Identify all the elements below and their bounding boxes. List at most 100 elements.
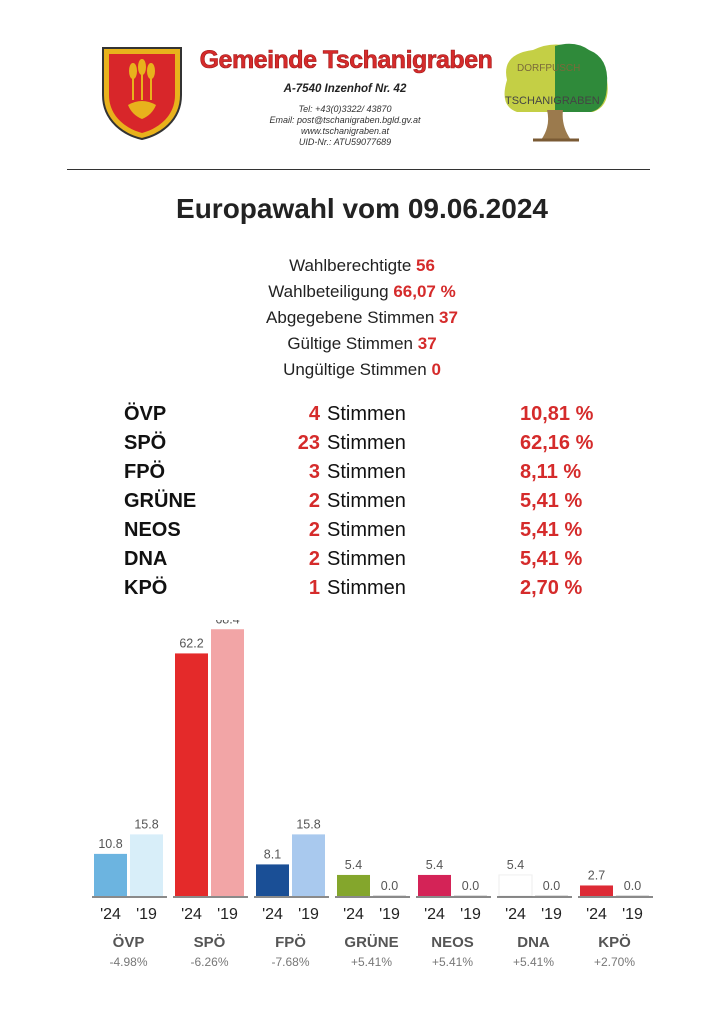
value-label-2024: 5.4 bbox=[426, 858, 443, 872]
year-label-2019: '19 bbox=[541, 906, 562, 923]
category-label: FPÖ bbox=[275, 934, 306, 951]
party-name: GRÜNE bbox=[124, 490, 197, 512]
year-label-2024: '24 bbox=[181, 906, 202, 923]
stat-value: 37 bbox=[417, 334, 437, 353]
year-label-2019: '19 bbox=[460, 906, 481, 923]
value-label-2024: 5.4 bbox=[345, 858, 362, 872]
party-name: FPÖ bbox=[124, 461, 166, 483]
party-name: ÖVP bbox=[124, 403, 167, 425]
vote-count: 1 bbox=[308, 577, 320, 599]
year-label-2024: '24 bbox=[505, 906, 526, 923]
vote-percent: 5,41 % bbox=[520, 519, 583, 541]
difference-label: -7.68% bbox=[271, 955, 309, 969]
year-label-2024: '24 bbox=[586, 906, 607, 923]
stat-label: Wahlberechtigte bbox=[289, 256, 412, 275]
party-name: KPÖ bbox=[124, 577, 168, 599]
stat-invalid: Ungültige Stimmen 0 bbox=[0, 360, 724, 380]
website: www.tschanigraben.at bbox=[300, 126, 390, 136]
year-label-2024: '24 bbox=[343, 906, 364, 923]
difference-label: +5.41% bbox=[432, 955, 473, 969]
category-label: SPÖ bbox=[194, 934, 226, 951]
vote-unit: Stimmen bbox=[327, 548, 406, 570]
difference-label: +5.41% bbox=[351, 955, 392, 969]
email: Email: post@tschanigraben.bgld.gv.at bbox=[269, 115, 421, 125]
year-label-2024: '24 bbox=[424, 906, 445, 923]
stat-value: 37 bbox=[439, 308, 458, 327]
bar-2024 bbox=[256, 864, 289, 896]
stat-value: 56 bbox=[416, 256, 435, 275]
vote-unit: Stimmen bbox=[327, 461, 406, 483]
value-label-2019: 0.0 bbox=[381, 879, 398, 893]
address: A-7540 Inzenhof Nr. 42 bbox=[283, 83, 407, 95]
value-label-2019: 0.0 bbox=[543, 879, 560, 893]
municipal-crest bbox=[102, 47, 182, 141]
year-label-2019: '19 bbox=[136, 906, 157, 923]
stat-label: Abgegebene Stimmen bbox=[266, 308, 435, 327]
value-label-2019: 15.8 bbox=[134, 817, 158, 831]
stat-value: 66,07 % bbox=[393, 282, 456, 301]
vote-count: 23 bbox=[297, 432, 320, 454]
vote-percent: 10,81 % bbox=[520, 403, 594, 425]
header-divider bbox=[67, 169, 650, 170]
stat-turnout: Wahlbeteiligung 66,07 % bbox=[0, 282, 724, 302]
value-label-2024: 2.7 bbox=[588, 868, 605, 882]
bar-2024 bbox=[580, 885, 613, 896]
phone: Tel: +43(0)3322/ 43870 bbox=[298, 104, 392, 114]
logo-text-top: DORFPUSCH bbox=[517, 63, 580, 74]
vote-count: 3 bbox=[308, 461, 320, 483]
stat-cast: Abgegebene Stimmen 37 bbox=[0, 308, 724, 328]
vote-count: 4 bbox=[308, 403, 320, 425]
stat-valid: Gültige Stimmen 37 bbox=[0, 334, 724, 354]
vote-unit: Stimmen bbox=[327, 519, 406, 541]
difference-label: +5.41% bbox=[513, 955, 554, 969]
bar-2024 bbox=[418, 874, 451, 896]
municipality-name: Gemeinde Tschanigraben bbox=[199, 46, 493, 75]
comparison-bar-chart: 10.8 15.8 '24 '19 ÖVP -4.98% 62.2 68.4 '24 '19 SPÖ… bbox=[92, 620, 653, 969]
page-title: Europawahl vom 09.06.2024 bbox=[176, 193, 548, 224]
bar-2019 bbox=[130, 834, 163, 896]
value-label-2024: 10.8 bbox=[98, 837, 122, 851]
stat-label: Ungültige Stimmen bbox=[283, 360, 427, 379]
logo-text-mid: TSCHANIGRABEN bbox=[505, 95, 600, 107]
bar-2024 bbox=[94, 853, 127, 896]
bar-2024 bbox=[175, 653, 208, 896]
dorfpusch-logo: DORFPUSCH TSCHANIGRABEN bbox=[504, 43, 608, 142]
value-label-2019: 15.8 bbox=[296, 817, 320, 831]
difference-label: -4.98% bbox=[109, 955, 147, 969]
year-label-2019: '19 bbox=[379, 906, 400, 923]
category-label: KPÖ bbox=[598, 934, 631, 951]
value-label-2019: 0.0 bbox=[624, 879, 641, 893]
stat-eligible: Wahlberechtigte 56 bbox=[0, 256, 724, 276]
year-label-2019: '19 bbox=[298, 906, 319, 923]
category-label: NEOS bbox=[431, 934, 474, 951]
bar-2024 bbox=[337, 874, 370, 896]
vote-unit: Stimmen bbox=[327, 577, 406, 599]
value-label-2019: 68.4 bbox=[215, 620, 239, 626]
category-label: ÖVP bbox=[113, 934, 145, 951]
stat-value: 0 bbox=[431, 360, 441, 379]
vote-unit: Stimmen bbox=[327, 490, 406, 512]
value-label-2024: 8.1 bbox=[264, 847, 281, 861]
stat-label: Gültige Stimmen bbox=[287, 334, 413, 353]
party-name: DNA bbox=[124, 548, 168, 570]
party-name: NEOS bbox=[124, 519, 181, 541]
value-label-2024: 5.4 bbox=[507, 858, 524, 872]
vote-percent: 2,70 % bbox=[520, 577, 583, 599]
vote-percent: 5,41 % bbox=[520, 490, 583, 512]
vote-percent: 5,41 % bbox=[520, 548, 583, 570]
difference-label: +2.70% bbox=[594, 955, 635, 969]
value-label-2024: 62.2 bbox=[179, 636, 203, 650]
vote-percent: 62,16 % bbox=[520, 432, 594, 454]
party-name: SPÖ bbox=[124, 432, 167, 454]
uid-number: UID-Nr.: ATU59077689 bbox=[298, 137, 392, 147]
difference-label: -6.26% bbox=[190, 955, 228, 969]
vote-unit: Stimmen bbox=[327, 403, 406, 425]
vote-count: 2 bbox=[308, 519, 320, 541]
year-label-2024: '24 bbox=[262, 906, 283, 923]
vote-count: 2 bbox=[308, 548, 320, 570]
category-label: DNA bbox=[517, 934, 550, 951]
vote-count: 2 bbox=[308, 490, 320, 512]
value-label-2019: 0.0 bbox=[462, 879, 479, 893]
vote-percent: 8,11 % bbox=[520, 461, 582, 483]
stat-label: Wahlbeteiligung bbox=[268, 282, 389, 301]
